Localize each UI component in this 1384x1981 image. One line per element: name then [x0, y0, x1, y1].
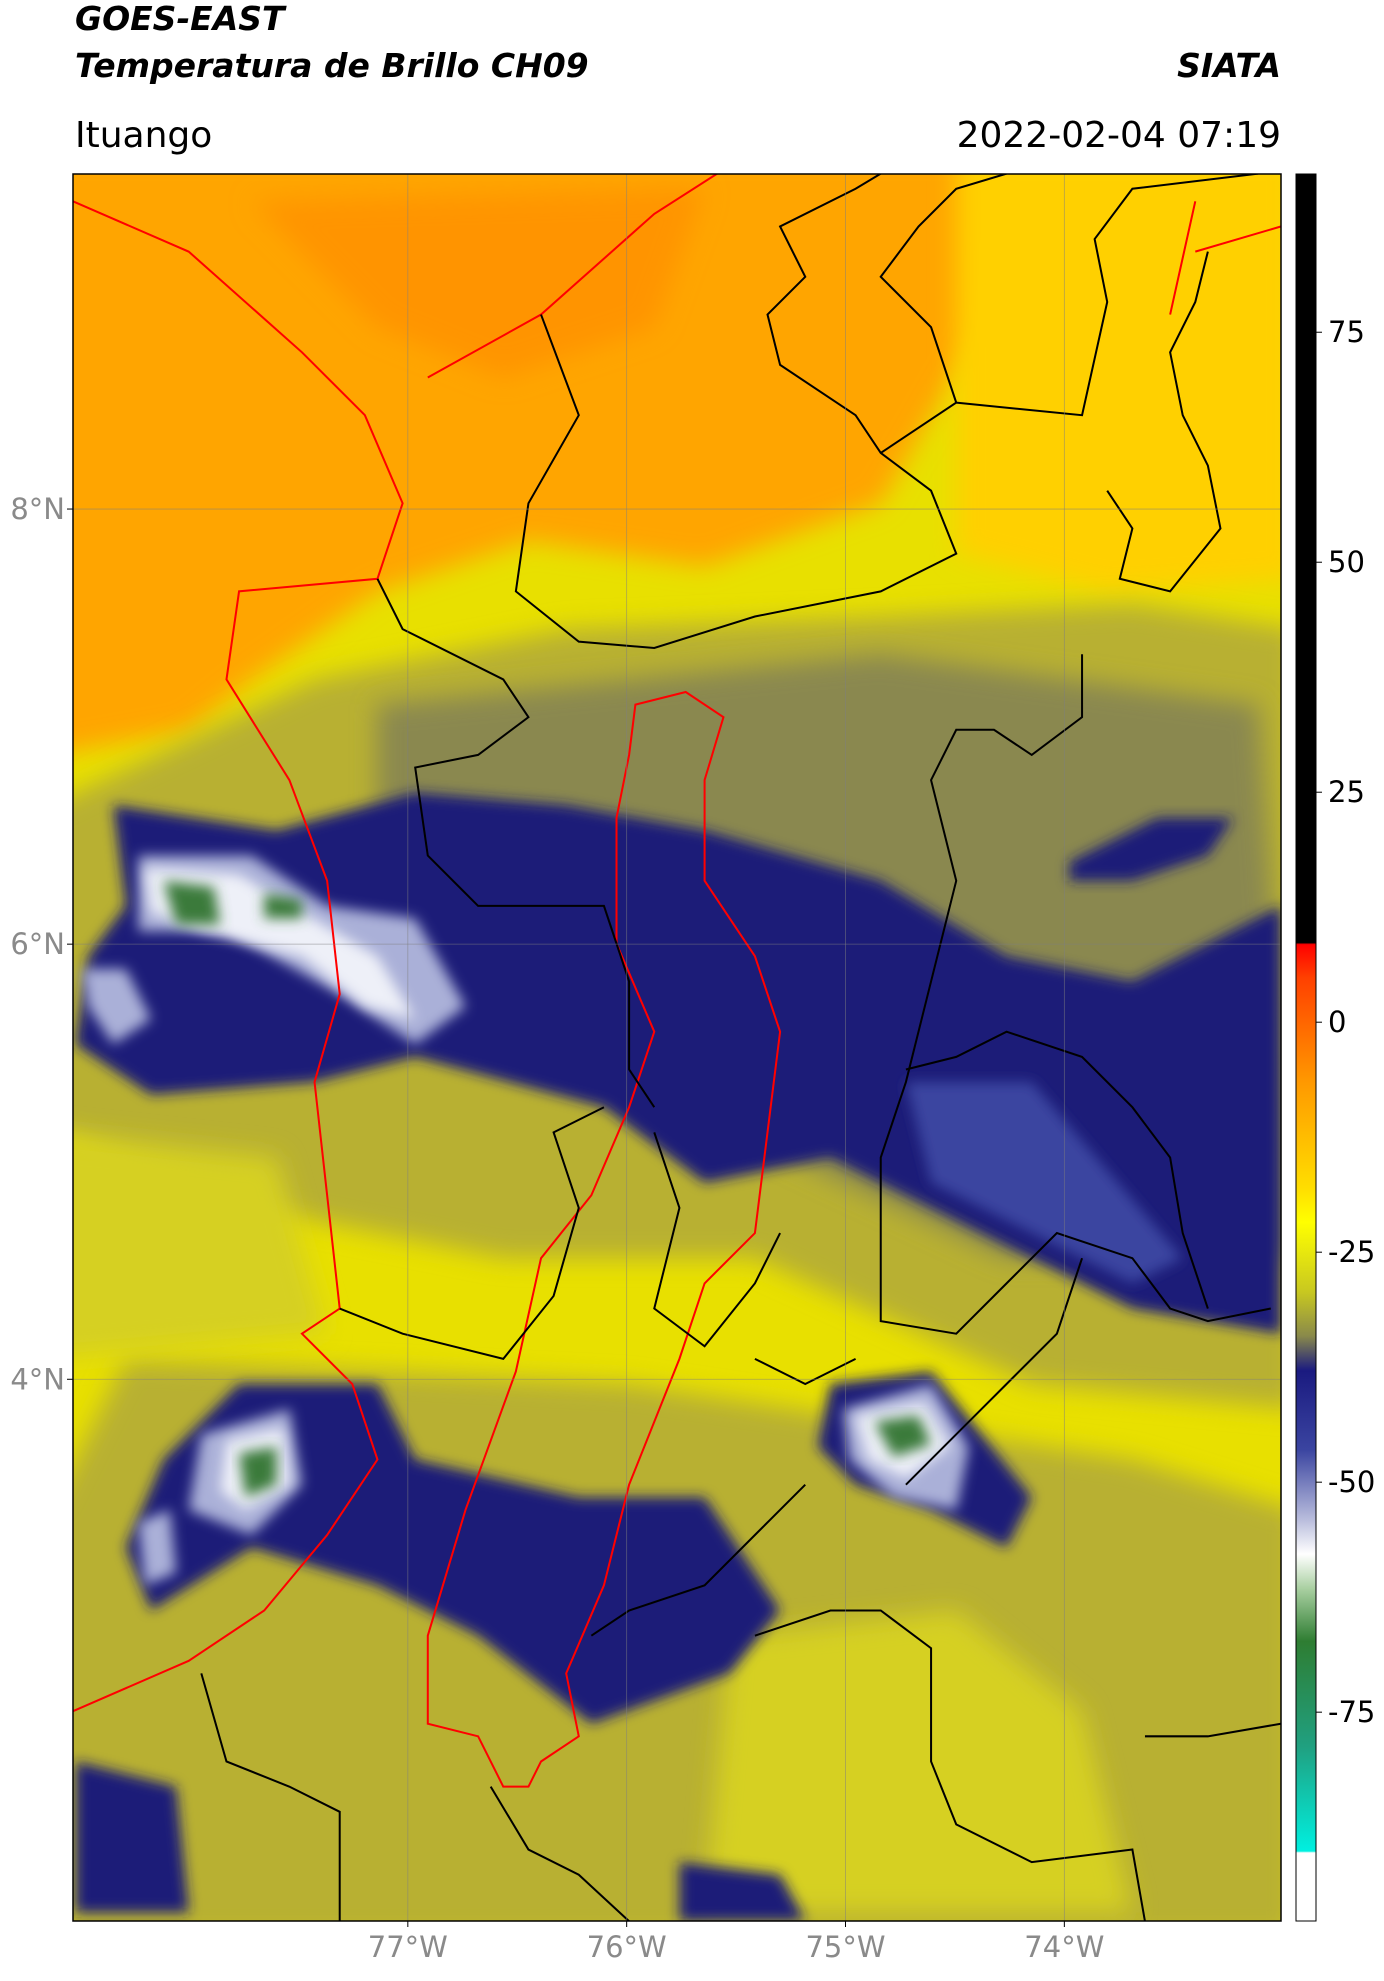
subtitle: Temperatura de Brillo CH09	[75, 46, 589, 85]
x-tick-label: 76°W	[587, 1930, 667, 1964]
x-tick-label: 75°W	[805, 1930, 885, 1964]
colorbar-tick-label: -50	[1328, 1465, 1375, 1499]
x-tick-label: 74°W	[1024, 1930, 1104, 1964]
timestamp: 2022-02-04 07:19	[957, 115, 1281, 156]
y-tick-label: 6°N	[10, 927, 65, 961]
colorbar	[1295, 173, 1317, 1922]
colorbar-tick-label: 25	[1328, 775, 1365, 809]
region: Ituango	[75, 115, 212, 156]
colorbar-tick-label: -75	[1328, 1695, 1375, 1729]
x-tick-label: 77°W	[368, 1930, 448, 1964]
colorbar-tick-label: -25	[1328, 1235, 1375, 1269]
title: GOES-EAST	[75, 0, 287, 38]
y-tick-label: 8°N	[10, 492, 65, 526]
y-tick-label: 4°N	[10, 1362, 65, 1396]
map-frame	[72, 173, 1282, 1922]
ticks: 77°W 76°W 75°W 74°W 8°N 6°N 4°N 75 50 25 0 -25 -50 -7…	[10, 315, 1375, 1964]
colorbar-tick-label: 0	[1328, 1005, 1346, 1039]
map-imagery	[72, 173, 1281, 1922]
colorbar-tick-label: 75	[1328, 315, 1365, 349]
brand: SIATA	[1177, 46, 1281, 85]
graticule	[73, 174, 1281, 1921]
colorbar-tick-label: 50	[1328, 545, 1365, 579]
